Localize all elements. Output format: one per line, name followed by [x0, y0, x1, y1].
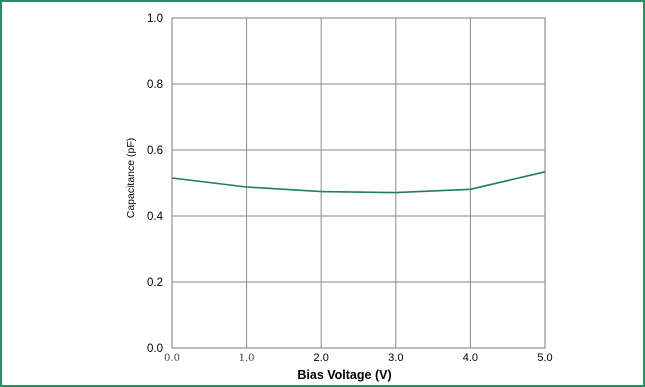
x-tick-label: 2.0: [314, 352, 329, 364]
x-tick-label: 4.0: [463, 352, 478, 364]
plot-area-border: [171, 17, 546, 349]
grid: [171, 17, 546, 349]
series-line-0: [171, 171, 546, 194]
x-tick-label: 1.0: [239, 353, 255, 364]
y-tick-label: 0.2: [147, 277, 163, 289]
x-tick-label: 5.0: [537, 352, 552, 364]
y-tick-label: 1.0: [147, 13, 163, 25]
y-tick-label: 0.4: [147, 211, 164, 223]
y-tick-label: 0.6: [147, 145, 163, 157]
x-tick-label: 3.0: [388, 352, 403, 364]
series-layer: [171, 171, 546, 194]
y-tick-label: 0.8: [147, 79, 163, 91]
tick-labels: 0.0 1.0 2.0 3.0 4.0 5.0 0.0 0.2 0.4 0.6 0.8 1.0: [147, 13, 553, 364]
y-axis-label: Capacitance (pF): [125, 138, 137, 219]
x-tick-label: 0.0: [164, 353, 180, 364]
x-axis-label: Bias Voltage (V): [297, 368, 391, 382]
y-tick-label: 0.0: [147, 343, 163, 355]
